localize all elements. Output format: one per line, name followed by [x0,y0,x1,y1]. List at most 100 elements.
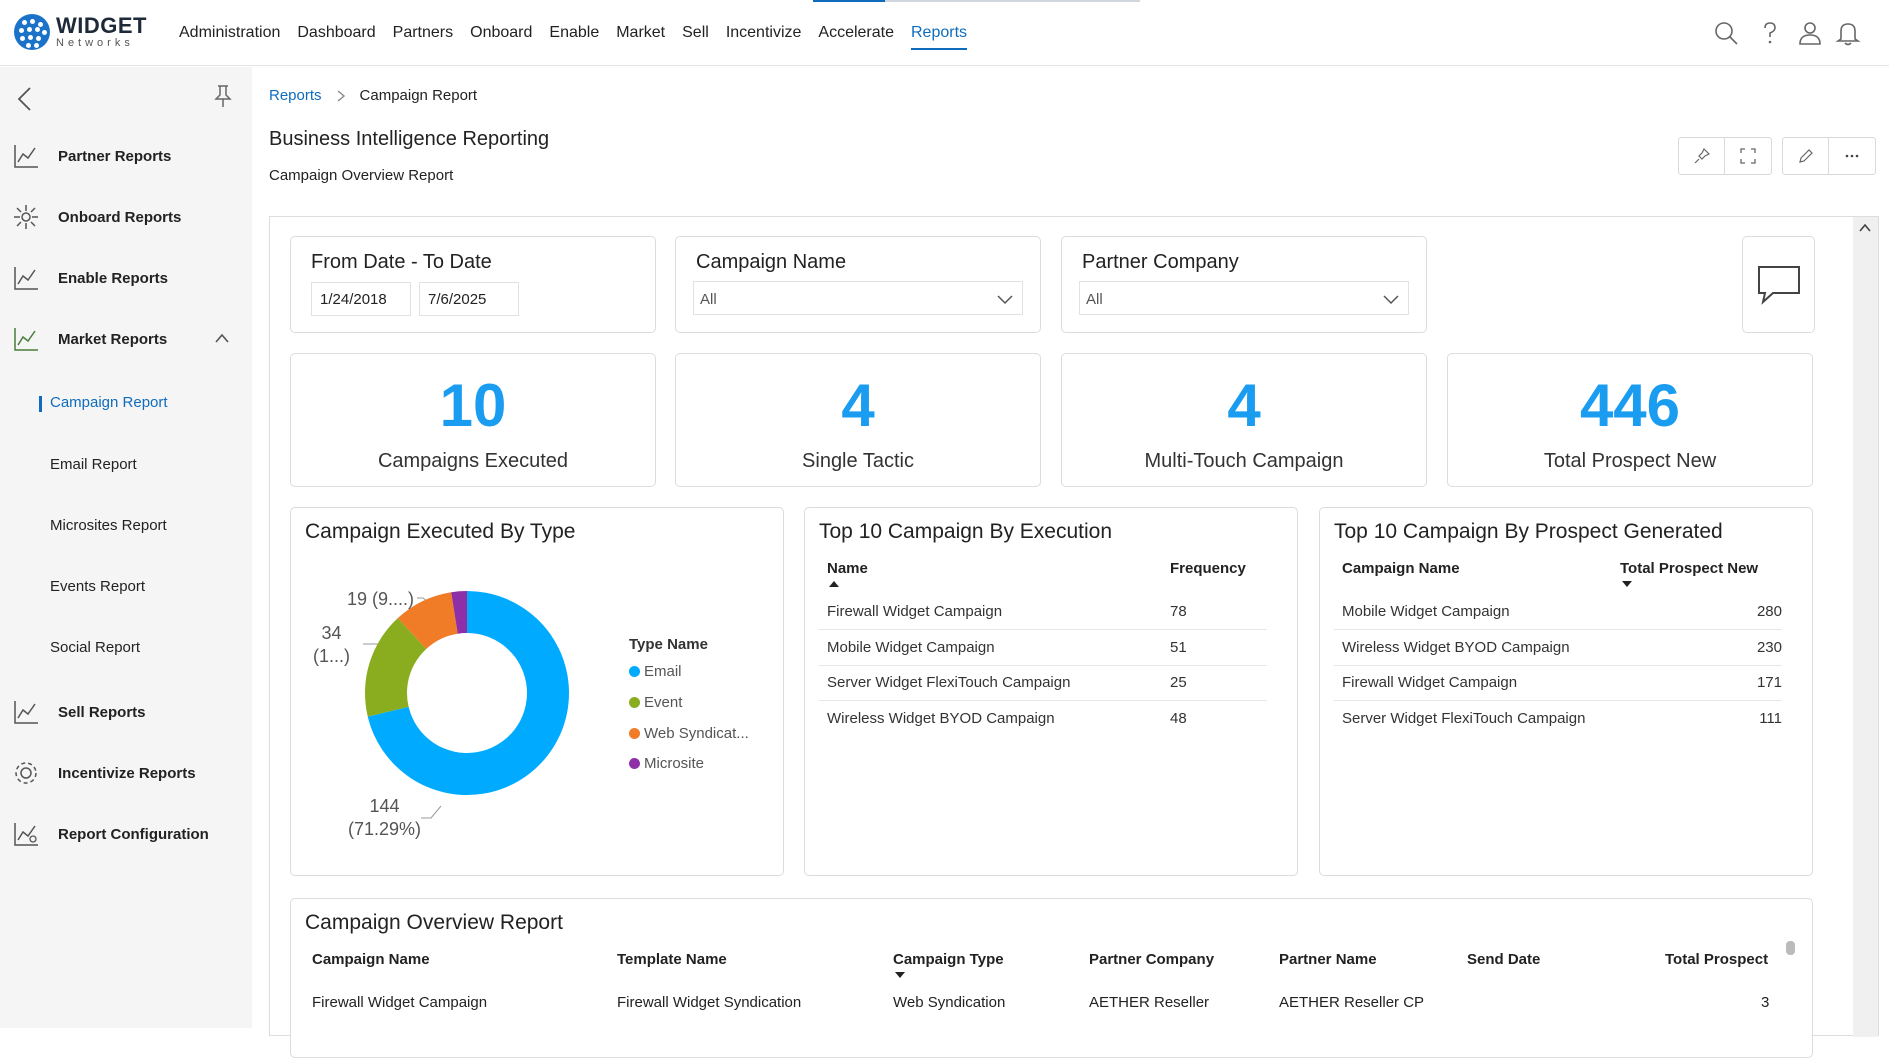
sidebar-item-enable-reports[interactable]: Enable Reports [12,263,168,293]
cell-total-prospect: 3 [1761,994,1770,1011]
campaign-filter-label: Campaign Name [696,251,847,273]
sidebar-item-onboard-reports[interactable]: Onboard Reports [12,202,181,232]
col-campaign-name[interactable]: Campaign Name [312,951,430,968]
table-row[interactable]: Server Widget FlexiTouch Campaign 111 [1334,701,1782,737]
chevron-up-icon[interactable] [214,332,230,344]
from-date-input[interactable]: 1/24/2018 [311,282,411,316]
pencil-icon [1798,149,1813,163]
donut-chart-card: Campaign Executed By Type 19 (9....) 34 … [290,507,784,876]
nav-reports[interactable]: Reports [911,24,968,50]
user-icon[interactable] [1797,20,1823,46]
email-pct: (71.29%) [348,819,422,840]
sidebar-sub-campaign-report[interactable]: Campaign Report [39,394,168,412]
chevron-down-icon [1383,295,1399,305]
comment-button[interactable] [1742,236,1815,333]
nav-administration[interactable]: Administration [179,24,281,41]
sort-asc-icon [829,581,839,587]
nav-onboard[interactable]: Onboard [470,24,533,41]
col-total-prospect-header[interactable]: Total Prospect New [1620,560,1758,587]
brand-sub: Networks [56,37,134,49]
fullscreen-button[interactable] [1725,138,1771,174]
report-scrollbar[interactable] [1853,217,1878,1037]
cell-frequency: 51 [1170,639,1187,656]
search-icon[interactable] [1713,20,1739,46]
col-partner-name[interactable]: Partner Name [1279,951,1377,968]
col-send-date[interactable]: Send Date [1467,951,1541,968]
donut-slice-web-syndication[interactable] [397,592,458,649]
legend-dot [629,758,640,769]
col-partner-company[interactable]: Partner Company [1089,951,1215,968]
sidebar-item-sell-reports[interactable]: Sell Reports [12,697,146,727]
table-row[interactable]: Firewall Widget Campaign 171 [1334,665,1782,701]
kpi-label: Total Prospect New [1543,450,1717,472]
event-value: 34 [321,623,342,643]
table-row[interactable]: Wireless Widget BYOD Campaign 48 [819,701,1267,737]
table-row[interactable]: Mobile Widget Campaign 280 [1334,594,1782,630]
sidebar-item-report-configuration[interactable]: Report Configuration [12,819,209,849]
edit-button[interactable] [1783,138,1829,174]
cell-campaign: Firewall Widget Campaign [1342,674,1518,691]
bell-icon[interactable] [1835,20,1861,46]
cell-campaign: Wireless Widget BYOD Campaign [1342,639,1570,656]
partner-company-select[interactable]: All [1079,281,1409,315]
help-icon[interactable] [1757,20,1783,46]
kpi-label: Campaigns Executed [377,450,569,472]
date-filter-card: From Date - To Date 1/24/2018 7/6/2025 [290,236,656,333]
sidebar-item-label: Incentivize Reports [58,764,196,782]
col-name-header[interactable]: Name [827,560,868,587]
cell-campaign: Mobile Widget Campaign [1342,603,1510,620]
sidebar-item-market-reports[interactable]: Market Reports [12,324,232,354]
nav-partners[interactable]: Partners [392,24,454,41]
pin-button[interactable] [1679,138,1725,174]
legend-web-syndication[interactable]: Web Syndicat... [629,725,749,742]
breadcrumb-root[interactable]: Reports [269,87,322,104]
header-label: Total Prospect New [1620,560,1759,577]
campaign-name-select[interactable]: All [693,281,1023,315]
donut-slice-microsite[interactable] [451,591,467,634]
more-options-button[interactable] [1829,138,1875,174]
pin-sidebar-icon[interactable] [212,83,234,109]
cell-name: Server Widget FlexiTouch Campaign [827,674,1071,691]
legend-event[interactable]: Event [629,694,682,711]
col-frequency-header[interactable]: Frequency [1170,560,1246,577]
sidebar-sub-microsites-report[interactable]: Microsites Report [50,517,167,534]
sidebar-item-incentivize-reports[interactable]: Incentivize Reports [12,758,196,788]
table-row[interactable]: Firewall Widget Campaign 78 [819,594,1267,630]
col-template-name[interactable]: Template Name [617,951,727,968]
brand-logo[interactable]: WIDGET Networks [14,14,147,50]
sidebar-sub-email-report[interactable]: Email Report [50,456,137,473]
nav-dashboard[interactable]: Dashboard [297,24,376,41]
table-title: Top 10 Campaign By Prospect Generated [1334,520,1723,543]
page-subtitle: Campaign Overview Report [269,167,454,184]
sidebar-sub-social-report[interactable]: Social Report [50,639,141,656]
table-row[interactable]: Server Widget FlexiTouch Campaign 25 [819,665,1267,701]
table-title: Top 10 Campaign By Execution [819,520,1113,543]
sidebar-item-label: Onboard Reports [58,208,182,226]
legend-email[interactable]: Email [629,663,682,680]
fullscreen-icon [1740,148,1756,164]
sidebar-item-partner-reports[interactable]: Partner Reports [12,141,171,171]
nav-sell[interactable]: Sell [682,24,709,41]
col-campaign-header[interactable]: Campaign Name [1342,560,1460,577]
col-campaign-type[interactable]: Campaign Type [893,951,1004,978]
nav-enable[interactable]: Enable [549,24,600,41]
brand-name: WIDGET [56,13,147,38]
donut-slice-event[interactable] [365,618,427,717]
table-row[interactable]: Wireless Widget BYOD Campaign 230 [1334,630,1782,666]
sidebar-sub-events-report[interactable]: Events Report [50,578,146,595]
collapse-back-icon[interactable] [14,85,36,113]
donut-slice-email[interactable] [367,591,569,795]
table-row[interactable]: Mobile Widget Campaign 51 [819,630,1267,666]
partner-filter-card: Partner Company All [1061,236,1427,333]
cell-name: Firewall Widget Campaign [827,603,1003,620]
nav-incentivize[interactable]: Incentivize [725,24,802,41]
kpi-value: 4 [1227,372,1261,439]
table-scroll-thumb[interactable] [1786,941,1795,955]
to-date-input[interactable]: 7/6/2025 [419,282,519,316]
nav-accelerate[interactable]: Accelerate [818,24,894,41]
scroll-up-icon[interactable] [1858,223,1872,233]
col-total-prospect[interactable]: Total Prospect [1665,951,1769,968]
market-chart-icon [14,328,38,351]
nav-market[interactable]: Market [616,24,666,41]
legend-microsite[interactable]: Microsite [629,755,704,772]
